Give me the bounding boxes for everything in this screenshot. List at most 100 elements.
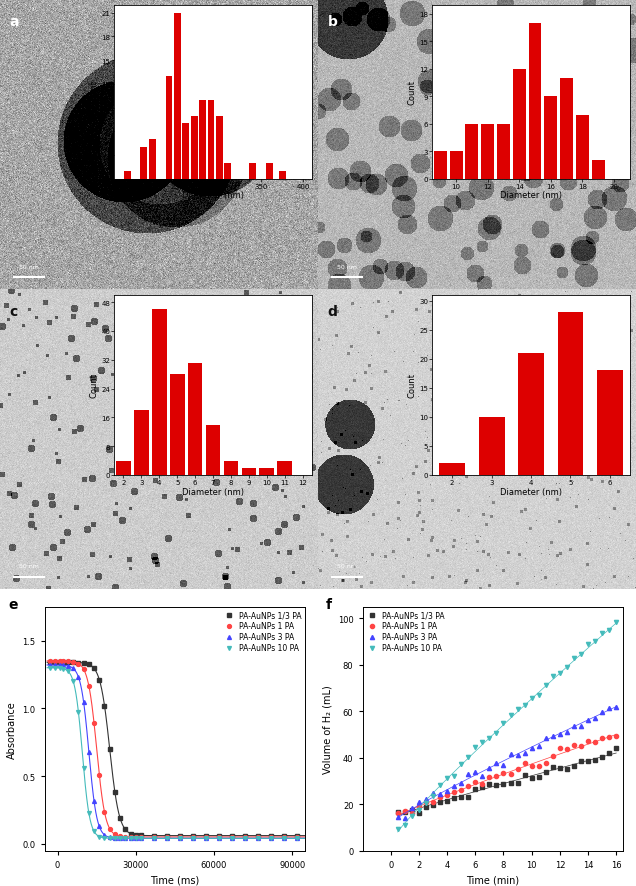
PA-AuNPs 10 PA (500, 718, 508, 728)
PA-AuNPs 1 PA (116, 831, 124, 842)
Y-axis label: Absorbance: Absorbance (7, 700, 17, 758)
Line: PA-AuNPs 3 PA: PA-AuNPs 3 PA (48, 664, 300, 840)
PA-AuNPs 10 PA (202, 833, 210, 843)
PA-AuNPs 1 PA (521, 758, 529, 768)
PA-AuNPs 3 PA (563, 727, 570, 737)
PA-AuNPs 3 PA (116, 833, 124, 843)
PA-AuNPs 1 PA (591, 737, 599, 748)
PA-AuNPs 3 PA (450, 781, 458, 791)
PA-AuNPs 1 PA (254, 832, 262, 843)
PA-AuNPs 1 PA (478, 779, 486, 789)
PA-AuNPs 1/3 PA (457, 791, 465, 802)
PA-AuNPs 10 PA (132, 833, 140, 843)
PA-AuNPs 1/3 PA (294, 830, 301, 841)
PA-AuNPs 10 PA (598, 628, 606, 639)
PA-AuNPs 1 PA (556, 743, 563, 754)
PA-AuNPs 1/3 PA (507, 778, 515, 789)
PA-AuNPs 1/3 PA (570, 761, 577, 772)
PA-AuNPs 10 PA (190, 833, 197, 843)
PA-AuNPs 10 PA (408, 811, 416, 821)
PA-AuNPs 10 PA (106, 833, 114, 843)
Legend: PA-AuNPs 1/3 PA, PA-AuNPs 1 PA, PA-AuNPs 3 PA, PA-AuNPs 10 PA: PA-AuNPs 1/3 PA, PA-AuNPs 1 PA, PA-AuNPs… (222, 610, 303, 654)
PA-AuNPs 1 PA (528, 761, 536, 772)
PA-AuNPs 1/3 PA (137, 830, 145, 841)
PA-AuNPs 1 PA (268, 832, 275, 843)
PA-AuNPs 1/3 PA (493, 781, 501, 791)
PA-AuNPs 1 PA (450, 787, 458, 797)
PA-AuNPs 1/3 PA (401, 807, 408, 818)
PA-AuNPs 3 PA (95, 821, 103, 832)
Line: PA-AuNPs 1 PA: PA-AuNPs 1 PA (48, 659, 300, 839)
Line: PA-AuNPs 10 PA: PA-AuNPs 10 PA (48, 666, 300, 840)
PA-AuNPs 10 PA (228, 833, 236, 843)
PA-AuNPs 3 PA (471, 767, 479, 778)
PA-AuNPs 1/3 PA (254, 830, 262, 841)
PA-AuNPs 1/3 PA (591, 755, 599, 766)
Text: 50 nm: 50 nm (18, 563, 39, 568)
PA-AuNPs 1/3 PA (51, 657, 59, 668)
PA-AuNPs 1/3 PA (57, 657, 64, 668)
PA-AuNPs 3 PA (202, 833, 210, 843)
PA-AuNPs 10 PA (69, 676, 77, 687)
PA-AuNPs 1 PA (64, 657, 72, 667)
PA-AuNPs 1 PA (228, 832, 236, 843)
PA-AuNPs 3 PA (542, 733, 550, 743)
PA-AuNPs 1/3 PA (584, 756, 592, 766)
PA-AuNPs 1 PA (132, 832, 140, 843)
PA-AuNPs 1/3 PA (415, 807, 423, 818)
PA-AuNPs 1 PA (436, 792, 444, 803)
PA-AuNPs 1 PA (95, 769, 103, 780)
PA-AuNPs 10 PA (294, 833, 301, 843)
Text: 50 nm: 50 nm (336, 264, 357, 269)
PA-AuNPs 3 PA (51, 660, 59, 671)
PA-AuNPs 1/3 PA (150, 830, 158, 841)
PA-AuNPs 10 PA (150, 833, 158, 843)
Text: e: e (8, 597, 18, 611)
PA-AuNPs 1/3 PA (485, 778, 493, 789)
PA-AuNPs 1/3 PA (422, 802, 430, 812)
PA-AuNPs 10 PA (59, 664, 67, 674)
Line: PA-AuNPs 1/3 PA: PA-AuNPs 1/3 PA (396, 747, 618, 815)
PA-AuNPs 1 PA (401, 805, 408, 816)
PA-AuNPs 1 PA (605, 733, 613, 743)
PA-AuNPs 1 PA (471, 776, 479, 787)
X-axis label: Time (min): Time (min) (466, 874, 520, 884)
PA-AuNPs 1/3 PA (132, 829, 140, 840)
PA-AuNPs 3 PA (190, 833, 197, 843)
PA-AuNPs 1 PA (542, 758, 550, 768)
X-axis label: Time (ms): Time (ms) (150, 874, 200, 884)
PA-AuNPs 1 PA (563, 743, 570, 754)
PA-AuNPs 3 PA (478, 771, 486, 781)
PA-AuNPs 10 PA (584, 639, 592, 649)
PA-AuNPs 1/3 PA (111, 787, 119, 797)
PA-AuNPs 10 PA (401, 820, 408, 830)
PA-AuNPs 3 PA (485, 763, 493, 773)
PA-AuNPs 10 PA (422, 797, 430, 808)
PA-AuNPs 1/3 PA (74, 657, 82, 668)
PA-AuNPs 10 PA (450, 771, 458, 781)
PA-AuNPs 1 PA (535, 761, 543, 772)
PA-AuNPs 10 PA (95, 831, 103, 842)
PA-AuNPs 3 PA (254, 833, 262, 843)
PA-AuNPs 1/3 PA (556, 762, 563, 773)
PA-AuNPs 3 PA (294, 833, 301, 843)
PA-AuNPs 3 PA (612, 702, 620, 712)
PA-AuNPs 1 PA (137, 832, 145, 843)
PA-AuNPs 10 PA (268, 833, 275, 843)
PA-AuNPs 10 PA (563, 662, 570, 672)
PA-AuNPs 1/3 PA (563, 764, 570, 774)
PA-AuNPs 3 PA (457, 778, 465, 789)
PA-AuNPs 1/3 PA (521, 770, 529, 781)
PA-AuNPs 1 PA (598, 733, 606, 743)
PA-AuNPs 1/3 PA (535, 772, 543, 782)
PA-AuNPs 3 PA (535, 741, 543, 751)
PA-AuNPs 1 PA (51, 656, 59, 666)
PA-AuNPs 1 PA (415, 801, 423, 812)
PA-AuNPs 1/3 PA (46, 657, 53, 668)
PA-AuNPs 3 PA (584, 714, 592, 725)
PA-AuNPs 10 PA (74, 707, 82, 718)
PA-AuNPs 10 PA (443, 773, 451, 783)
PA-AuNPs 10 PA (280, 833, 288, 843)
PA-AuNPs 1 PA (46, 656, 53, 666)
PA-AuNPs 1/3 PA (116, 813, 124, 824)
